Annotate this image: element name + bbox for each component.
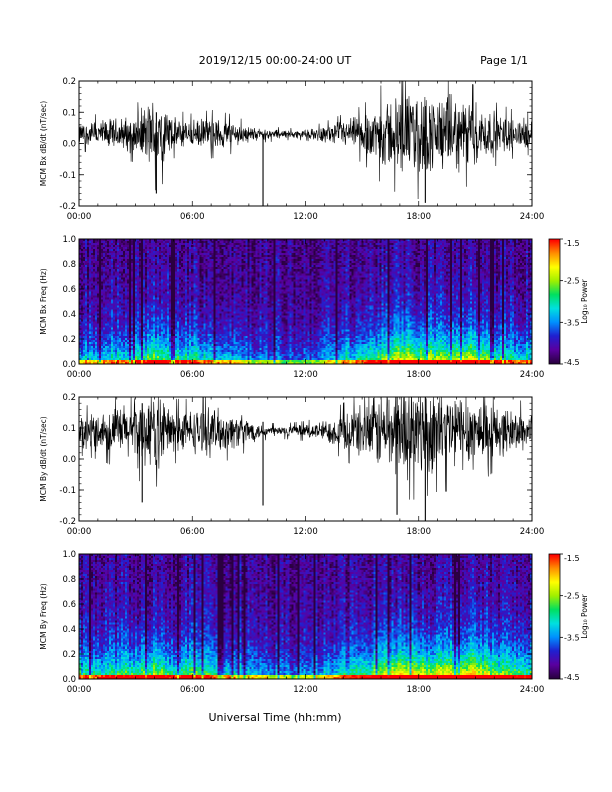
panel-2: -1.5 -2.5 -3.5 -4.5 Log₁₀ Power 1.0 0.8 0.6 0.4 0…	[39, 235, 589, 380]
colorbar: -1.5 -2.5 -3.5 -4.5 Log₁₀ Power	[548, 238, 589, 367]
x-tick-label: 00:00	[67, 685, 92, 695]
colorbar-tick-label: -1.5	[564, 239, 580, 248]
x-tick-label: 12:00	[293, 370, 318, 380]
y-tick-label: 0.4	[62, 310, 76, 320]
y-tick-label: -0.2	[59, 202, 76, 212]
x-tick-label: 24:00	[520, 685, 545, 695]
trace-line	[78, 80, 533, 200]
colorbar-tick-label: -2.5	[564, 592, 580, 601]
spectrogram-image	[79, 554, 532, 679]
y-axis-title: MCM By dB/dt (nT/sec)	[39, 416, 48, 501]
x-tick-label: 24:00	[520, 527, 545, 537]
x-tick-label: 12:00	[293, 527, 318, 537]
y-tick-label: 0.0	[62, 675, 76, 685]
y-tick-label: -0.1	[59, 171, 76, 181]
panel-4: -1.5 -2.5 -3.5 -4.5 Log₁₀ Power 1.0 0.8 0.6 0.4 0…	[39, 550, 589, 695]
y-tick-label: 0.1	[62, 108, 76, 118]
y-tick-label: 1.0	[62, 550, 76, 560]
colorbar-gradient	[549, 239, 560, 364]
y-tick-label: 0.8	[62, 575, 76, 585]
panel-3: 0.2 0.1 0.0 -0.1 -0.200:00 06:00 12:00 18:00 24:…	[39, 393, 544, 537]
page-label: Page 1/1	[480, 54, 528, 67]
y-tick-label: 0.6	[62, 285, 76, 295]
x-tick-label: 00:00	[67, 212, 92, 222]
y-tick-label: 0.2	[62, 335, 76, 345]
spectrogram-image	[79, 239, 532, 364]
x-tick-label: 06:00	[180, 527, 205, 537]
y-axis-title: MCM Bx dB/dt (nT/sec)	[39, 101, 48, 186]
y-tick-label: 0.4	[62, 625, 76, 635]
y-tick-label: 0.1	[62, 424, 76, 434]
y-tick-label: -0.2	[59, 517, 76, 527]
y-axis-title: MCM By Freq (Hz)	[39, 583, 48, 649]
panels-group: 0.20.10.0-0.1-0.200:00 06:00 12:00 18:00 24:…	[39, 77, 589, 695]
y-tick-label: 1.0	[62, 235, 76, 245]
y-tick-label: 0.2	[62, 650, 76, 660]
colorbar-tick-label: -4.5	[564, 673, 580, 682]
y-tick-label: -0.1	[59, 486, 76, 496]
y-tick-label: 0.0	[62, 140, 76, 150]
y-tick-label: 0.2	[62, 393, 76, 403]
colorbar-frame	[548, 553, 561, 680]
x-tick-label: 12:00	[293, 212, 318, 222]
x-tick-label: 18:00	[407, 685, 432, 695]
x-tick-label: 18:00	[407, 527, 432, 537]
x-tick-label: 24:00	[520, 370, 545, 380]
y-tick-label: 0.0	[62, 455, 76, 465]
colorbar: -1.5 -2.5 -3.5 -4.5 Log₁₀ Power	[548, 553, 589, 682]
colorbar-tick-label: -3.5	[564, 318, 580, 327]
panel-frame	[78, 396, 533, 522]
x-tick-label: 00:00	[67, 370, 92, 380]
figure-title: 2019/12/15 00:00-24:00 UT	[199, 54, 352, 67]
colorbar-gradient	[549, 554, 560, 679]
colorbar-tick-label: -2.5	[564, 277, 580, 286]
colorbar-frame	[548, 238, 561, 365]
y-tick-label: 0.8	[62, 260, 76, 270]
panel-1: 0.2 0.1 0.0 -0.1 -0.200:00 06:00 12:00 18:00 24:…	[39, 77, 544, 222]
x-tick-label: 00:00	[67, 527, 92, 537]
x-axis-title: Universal Time (hh:mm)	[209, 711, 342, 724]
x-tick-label: 18:00	[407, 212, 432, 222]
colorbar-tick-label: -1.5	[564, 554, 580, 563]
x-tick-label: 06:00	[180, 685, 205, 695]
x-tick-label: 06:00	[180, 370, 205, 380]
y-tick-label: 0.6	[62, 600, 76, 610]
x-tick-label: 12:00	[293, 685, 318, 695]
colorbar-title: Log₁₀ Power	[580, 593, 589, 638]
colorbar-tick-label: -4.5	[564, 358, 580, 367]
y-tick-label: 0.0	[62, 360, 76, 370]
trace-line	[78, 396, 533, 500]
y-tick-label: 0.2	[62, 77, 76, 87]
x-tick-label: 18:00	[407, 370, 432, 380]
x-tick-label: 06:00	[180, 212, 205, 222]
x-tick-label: 24:00	[520, 212, 545, 222]
colorbar-title: Log₁₀ Power	[580, 278, 589, 323]
colorbar-tick-label: -3.5	[564, 633, 580, 642]
y-axis-title: MCM Bx Freq (Hz)	[39, 268, 48, 334]
